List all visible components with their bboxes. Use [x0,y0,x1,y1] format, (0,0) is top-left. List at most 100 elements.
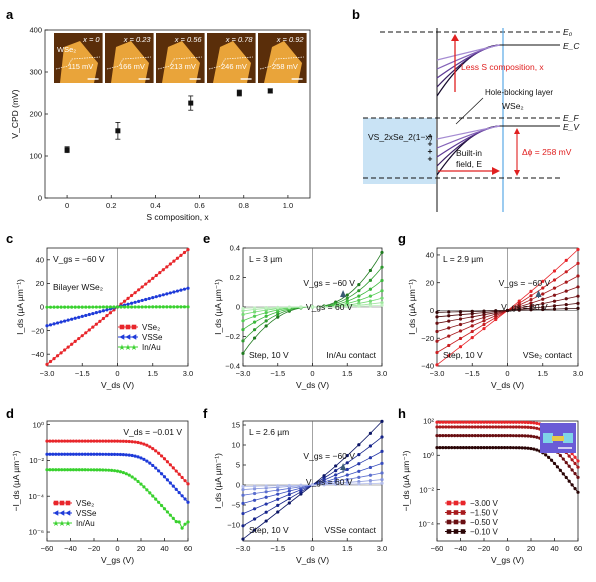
afm-profile-3 [208,56,254,70]
afm-flake-2 [162,41,200,83]
x-axis-label-f: V_ds (V) [296,555,329,565]
legend-marker-h0 [460,500,466,506]
builtin-field-arrowhead [492,167,500,175]
legend-label-d1: VSSe [76,509,97,518]
hole-blocking-label: Hole-blocking layer [485,88,553,97]
legend-marker-d1 [65,510,71,516]
x-tick-label-d: −60 [41,544,54,553]
curve-marker-e [380,300,384,305]
legend-marker-0 [125,324,131,330]
legend-label-1: VSSe [142,333,163,342]
x-tick-label-a: 1.0 [283,201,293,210]
inset-mv-label-0: 115 mV [68,62,93,71]
legend-marker-d2: ★ [52,519,59,528]
legend-marker-h2 [453,519,459,525]
panel-letter-b: b [352,7,360,22]
legend-marker-d2: ★ [58,519,65,528]
x-tick-label-h: 60 [574,544,582,553]
panel-letter-d: d [6,406,14,421]
y-tick-label-c: 40 [36,256,44,265]
afm-flake-0 [60,41,98,83]
legend-label-h3: −0.10 V [470,528,498,537]
vgs-top-label-f: V_gs = −60 V [303,451,355,461]
legend-marker-d1 [59,510,65,516]
y-tick-label-c: −40 [31,350,44,359]
panel-h-transfer-chart: −60 −40 −20 0 20 40 60 10⁻⁴ 10⁻² 10⁰ 10² V_gs (V) −I… [401,417,582,565]
legend-marker-h1 [453,510,459,515]
curve-marker-g [576,306,580,310]
y-tick-label-a: 400 [29,26,42,35]
x-tick-label-f: −3.0 [236,544,251,553]
ef-label: E_F [563,113,579,123]
legend-label-2: In/Au [142,343,161,352]
inset-x-label-3: x = 0.78 [225,35,254,44]
vgs-top-label-g: V_gs = −60 V [499,278,551,288]
charge-plus-1: + [428,139,433,149]
legend-marker-h0 [453,500,459,506]
curve-marker-g [435,310,439,314]
charge-plus-3: + [428,154,433,164]
legend-label-d0: VSe₂ [76,499,94,508]
step-label-f: Step, 10 V [249,525,289,535]
legend-marker-0 [131,324,137,330]
x-tick-label-f: 0 [310,544,314,553]
builtin-field-label-2: field, E [456,159,482,169]
panel-letter-g: g [398,231,406,246]
inset-mv-label-1: 166 mV [119,62,145,71]
panel-f-output-chart: −3.0 −1.5 0 1.5 3.0 −10 −5 0 5 10 15 V_ds (V) I_ds (… [213,419,387,565]
y-tick-label-g: 20 [426,278,434,287]
length-label-g: L = 2.9 µm [443,254,483,264]
data-point [267,88,273,94]
x-tick-label-d: −40 [64,544,77,553]
inset-mv-label-2: 213 mV [170,62,196,71]
vgs-bottom-label-f: V_gs = 60 V [306,477,353,487]
curve-marker-g [576,294,580,298]
ec-label: E_C [563,41,580,51]
curve-marker-g [435,321,439,325]
x-axis-label-e: V_ds (V) [296,380,329,390]
curve-marker-e [380,289,384,293]
x-tick-label-d: 0 [115,544,119,553]
less-s-composition-label: Less S composition, x [461,62,544,72]
inset-mv-label-3: 246 mV [221,62,247,71]
x-tick-label-a: 0.2 [106,201,116,210]
x-tick-label-e: −1.5 [270,369,285,378]
data-point [236,90,242,96]
inset-mv-label-4: 258 mV [272,62,298,71]
x-tick-label-a: 0 [65,201,69,210]
vgs-label-c: V_gs = −60 V [53,254,105,264]
legend-marker-d0 [53,500,59,506]
x-tick-label-c: 3.0 [183,369,193,378]
valence-band-curve-4 [436,125,501,140]
legend-marker-2: ★ [118,343,125,352]
legend-marker-h3 [446,529,452,534]
y-tick-label-e: 0 [236,303,240,312]
vsse-label: VS_2xSe_2(1−x) [368,132,433,142]
curve-line-g-6 [436,308,579,313]
data-point [115,128,121,134]
legend-marker-h3 [460,529,466,534]
legend-marker-h1 [460,510,466,515]
y-tick-label-e: 0.2 [230,273,240,282]
curve-line-e-6 [242,304,383,309]
inset-x-label-4: x = 0.92 [276,35,305,44]
panel-a-vcpd-chart: 0 0.2 0.4 0.6 0.8 1.0 0 100 200 300 400 S compositi… [10,26,311,222]
x-tick-label-e: 0 [310,369,314,378]
curve-marker-g [435,315,439,319]
vgs-bottom-label-g: V_gs = 60 V [501,302,548,312]
panel-g-output-chart: −3.0 −1.5 0 1.5 3.0 −40 −20 0 20 40 V_ds (V) I_ds (… [407,247,583,390]
builtin-field-label-1: Built-in [456,148,482,158]
curve-marker-g [576,274,580,278]
x-tick-label-a: 0.6 [194,201,204,210]
x-tick-label-h: −40 [454,544,467,553]
afm-profile-1 [106,56,152,70]
inset-x-label-0: x = 0 [82,35,100,44]
y-tick-label-f: 0 [236,481,240,490]
legend-label-0: VSe₂ [142,323,160,332]
panel-e-output-chart: −3.0 −1.5 0 1.5 3.0 −0.4 −0.2 0 0.2 0.4 V_ds (V) I_… [213,244,387,390]
legend-label-h1: −1.50 V [470,509,498,518]
vgs-arrowhead-f [340,463,347,470]
y-tick-label-d: 10⁻⁴ [28,492,44,501]
vgs-bottom-label-e: V_gs = 60 V [306,302,353,312]
